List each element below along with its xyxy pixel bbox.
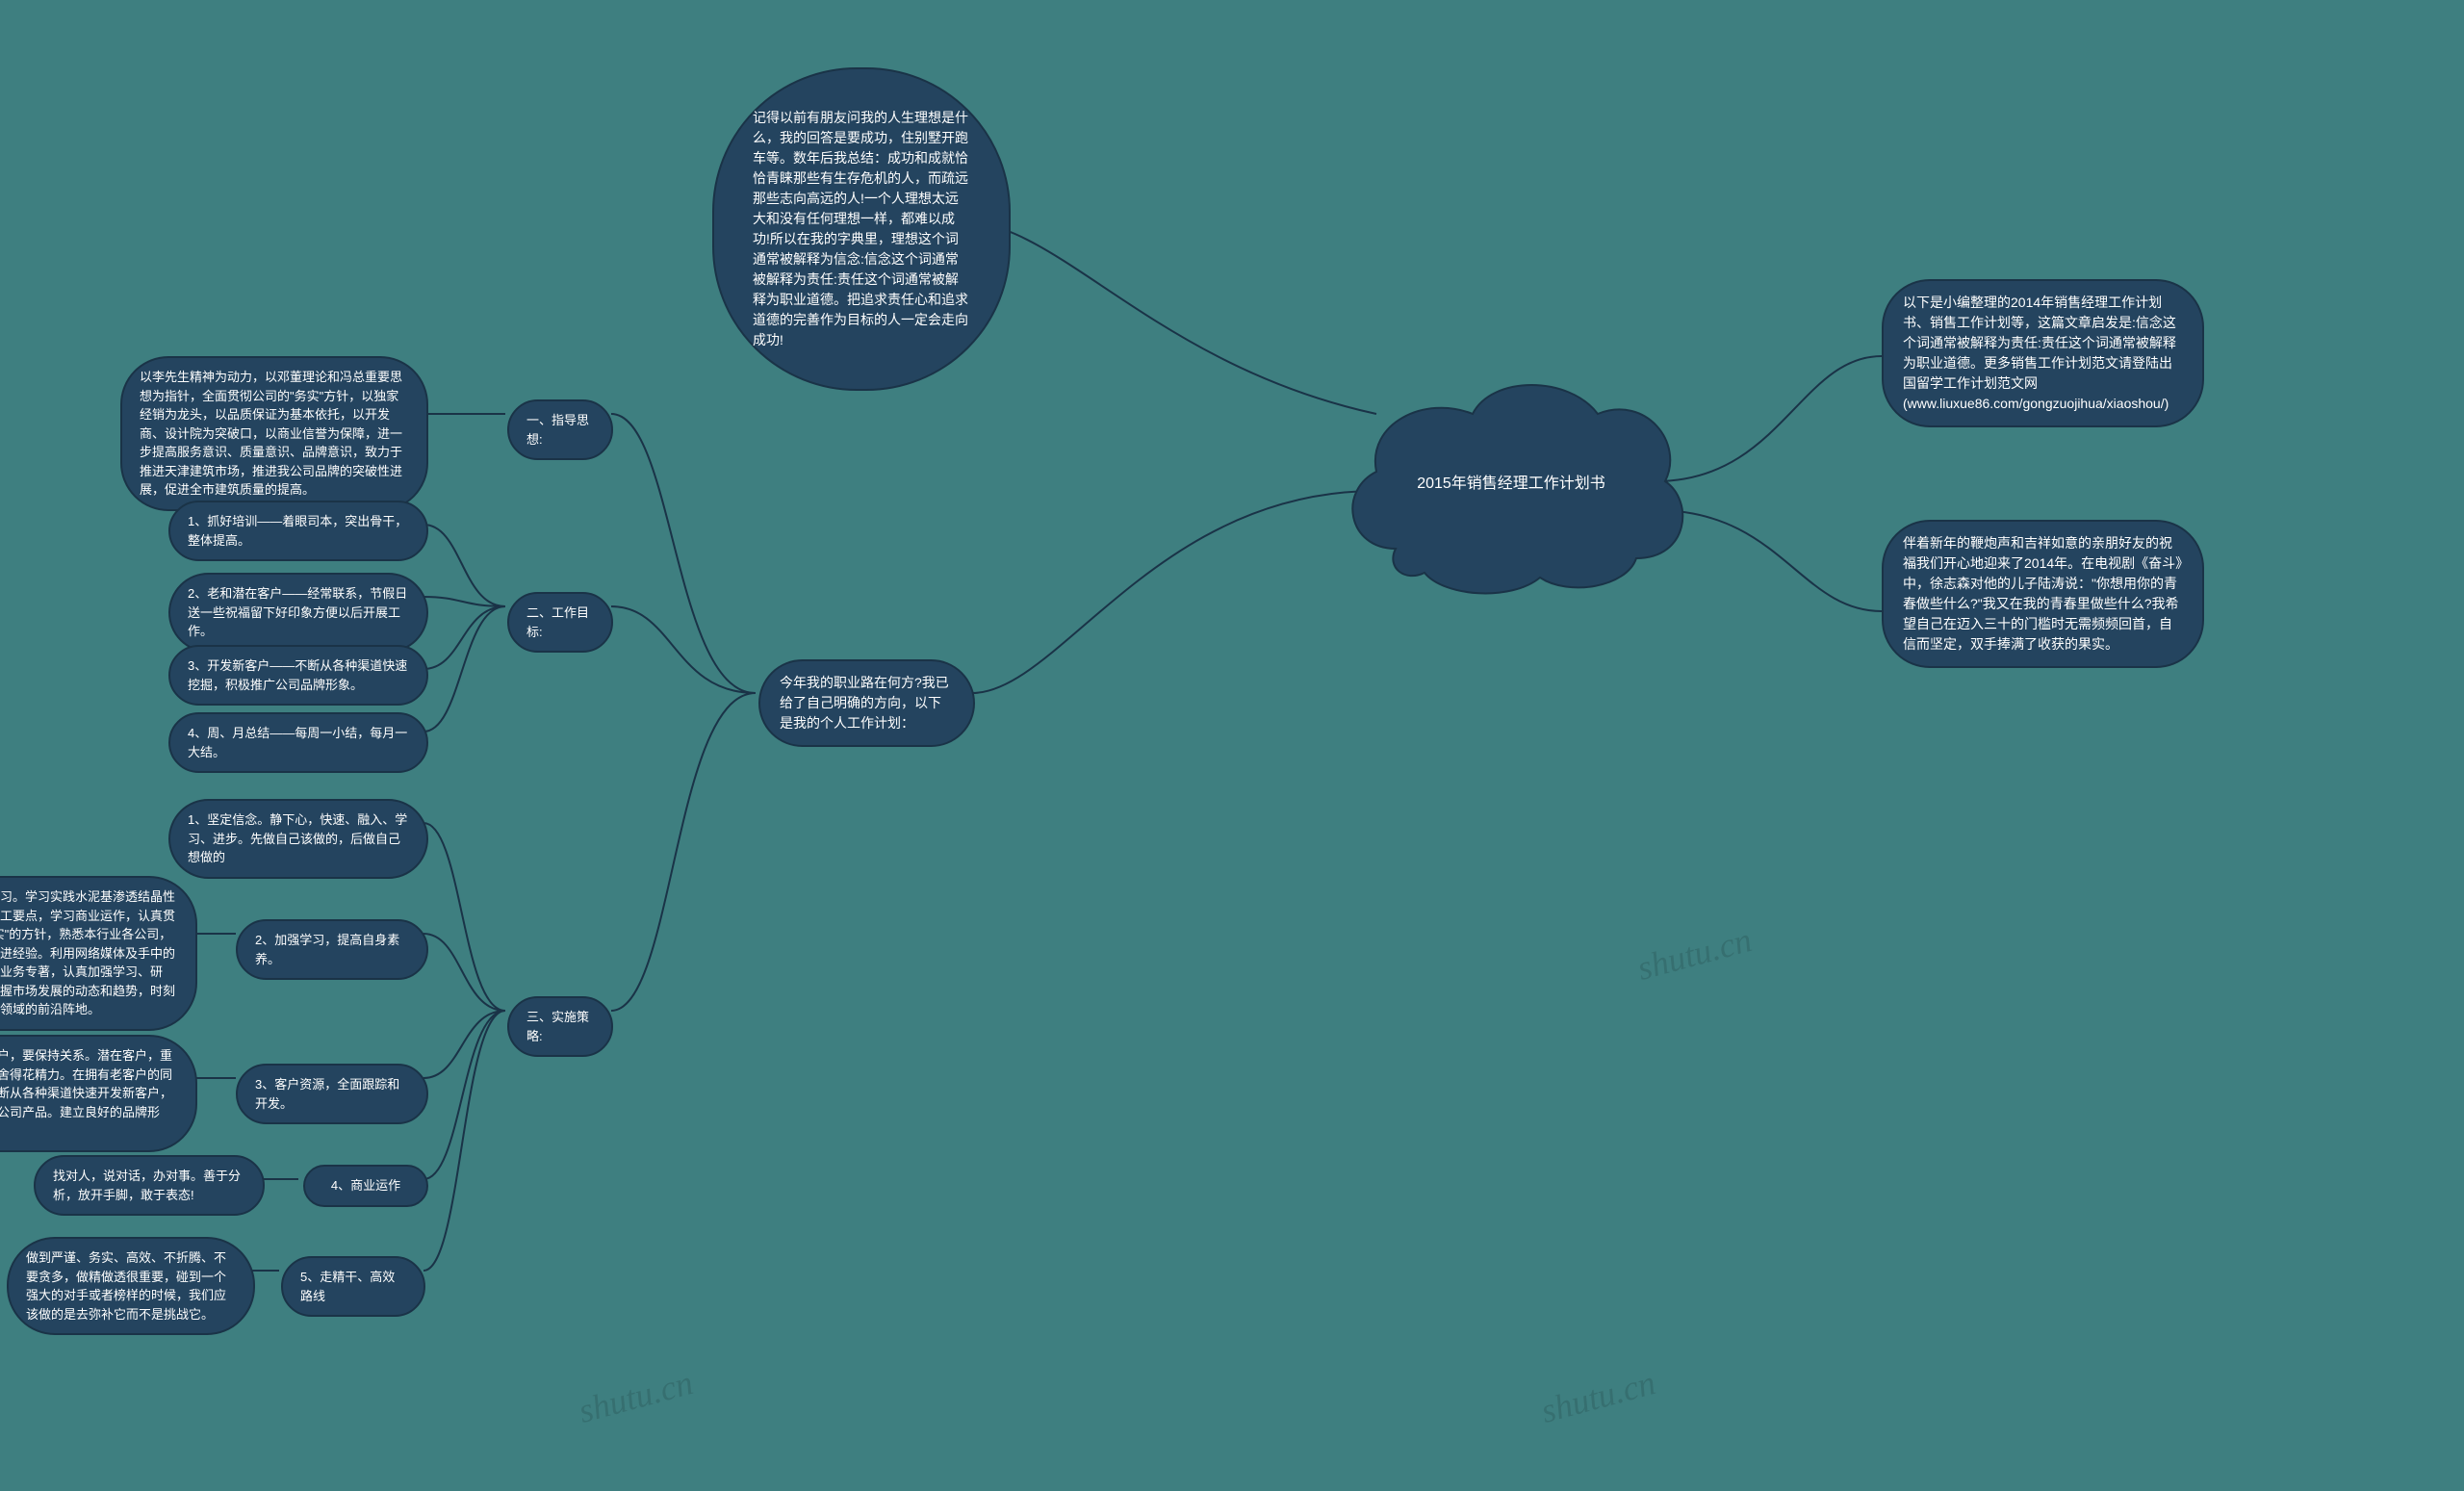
- section3-item: 加强理论学习。学习实践水泥基渗透结晶性能优势与施工要点，学习商业运作，认真贯彻公…: [0, 876, 197, 1031]
- section2-item: 2、老和潜在客户——经常联系，节假日送一些祝福留下好印象方便以后开展工作。: [168, 573, 428, 653]
- section3-item: 5、走精干、高效路线: [281, 1256, 425, 1317]
- right-intro-text: 以下是小编整理的2014年销售经理工作计划书、销售工作计划等，这篇文章启发是:信…: [1903, 293, 2183, 414]
- section1-label: 一、指导思想:: [526, 411, 594, 449]
- ideals-node: 记得以前有朋友问我的人生理想是什么，我的回答是要成功，住别墅开跑车等。数年后我总…: [712, 67, 1011, 391]
- section2-item: 4、周、月总结——每周一小结，每月一大结。: [168, 712, 428, 773]
- section3-item: 对于老客户，要保持关系。潜在客户，重点挖掘，舍得花精力。在拥有老客户的同时还要不…: [0, 1035, 197, 1152]
- section3-item: 2、加强学习，提高自身素养。: [236, 919, 428, 980]
- watermark: shutu.cn: [1633, 919, 1757, 989]
- root-cloud: 2015年销售经理工作计划书: [1328, 356, 1694, 606]
- section3-item: 4、商业运作: [303, 1165, 428, 1207]
- section2-i3: 3、开发新客户——不断从各种渠道快速挖掘，积极推广公司品牌形象。: [188, 656, 409, 694]
- section3-i2content: 加强理论学习。学习实践水泥基渗透结晶性能优势与施工要点，学习商业运作，认真贯彻公…: [0, 887, 178, 1019]
- section3-i2label: 2、加强学习，提高自身素养。: [255, 931, 409, 968]
- section2-item: 3、开发新客户——不断从各种渠道快速挖掘，积极推广公司品牌形象。: [168, 645, 428, 706]
- section3-i4label: 4、商业运作: [331, 1176, 400, 1195]
- section3-item: 1、坚定信念。静下心，快速、融入、学习、进步。先做自己该做的，后做自己想做的: [168, 799, 428, 879]
- section3-label-node: 三、实施策略:: [507, 996, 613, 1057]
- section2-i4: 4、周、月总结——每周一小结，每月一大结。: [188, 724, 409, 761]
- section2-label-node: 二、工作目标:: [507, 592, 613, 653]
- section1-content-node: 以李先生精神为动力，以邓董理论和冯总重要思想为指针，全面贯彻公司的"务实"方针，…: [120, 356, 428, 511]
- section3-item: 做到严谨、务实、高效、不折腾、不要贪多，做精做透很重要，碰到一个强大的对手或者榜…: [7, 1237, 255, 1335]
- section3-i5label: 5、走精干、高效路线: [300, 1268, 406, 1305]
- section3-label: 三、实施策略:: [526, 1008, 594, 1045]
- watermark: shutu.cn: [1537, 1362, 1660, 1431]
- section3-i3label: 3、客户资源，全面跟踪和开发。: [255, 1075, 409, 1113]
- watermark: shutu.cn: [575, 1362, 698, 1431]
- section3-i4content: 找对人，说对话，办对事。善于分析，放开手脚，敢于表态!: [53, 1167, 245, 1204]
- right-intro-node: 以下是小编整理的2014年销售经理工作计划书、销售工作计划等，这篇文章启发是:信…: [1882, 279, 2204, 427]
- ideals-text: 记得以前有朋友问我的人生理想是什么，我的回答是要成功，住别墅开跑车等。数年后我总…: [753, 108, 970, 350]
- section3-item: 3、客户资源，全面跟踪和开发。: [236, 1064, 428, 1124]
- section3-i3content: 对于老客户，要保持关系。潜在客户，重点挖掘，舍得花精力。在拥有老客户的同时还要不…: [0, 1046, 178, 1141]
- section3-item: 找对人，说对话，办对事。善于分析，放开手脚，敢于表态!: [34, 1155, 265, 1216]
- root-title: 2015年销售经理工作计划书: [1369, 441, 1654, 522]
- section3-i1: 1、坚定信念。静下心，快速、融入、学习、进步。先做自己该做的，后做自己想做的: [188, 810, 409, 867]
- right-newyear-node: 伴着新年的鞭炮声和吉祥如意的亲朋好友的祝福我们开心地迎来了2014年。在电视剧《…: [1882, 520, 2204, 668]
- section2-i1: 1、抓好培训——着眼司本，突出骨干，整体提高。: [188, 512, 409, 550]
- section1-content: 以李先生精神为动力，以邓董理论和冯总重要思想为指针，全面贯彻公司的"务实"方针，…: [140, 368, 409, 500]
- right-newyear-text: 伴着新年的鞭炮声和吉祥如意的亲朋好友的祝福我们开心地迎来了2014年。在电视剧《…: [1903, 533, 2183, 655]
- career-text: 今年我的职业路在何方?我已给了自己明确的方向，以下是我的个人工作计划：: [780, 673, 954, 733]
- section3-i5content: 做到严谨、务实、高效、不折腾、不要贪多，做精做透很重要，碰到一个强大的对手或者榜…: [26, 1248, 236, 1324]
- section2-item: 1、抓好培训——着眼司本，突出骨干，整体提高。: [168, 501, 428, 561]
- section2-i2: 2、老和潜在客户——经常联系，节假日送一些祝福留下好印象方便以后开展工作。: [188, 584, 409, 641]
- section2-label: 二、工作目标:: [526, 604, 594, 641]
- career-node: 今年我的职业路在何方?我已给了自己明确的方向，以下是我的个人工作计划：: [758, 659, 975, 747]
- section1-label-node: 一、指导思想:: [507, 399, 613, 460]
